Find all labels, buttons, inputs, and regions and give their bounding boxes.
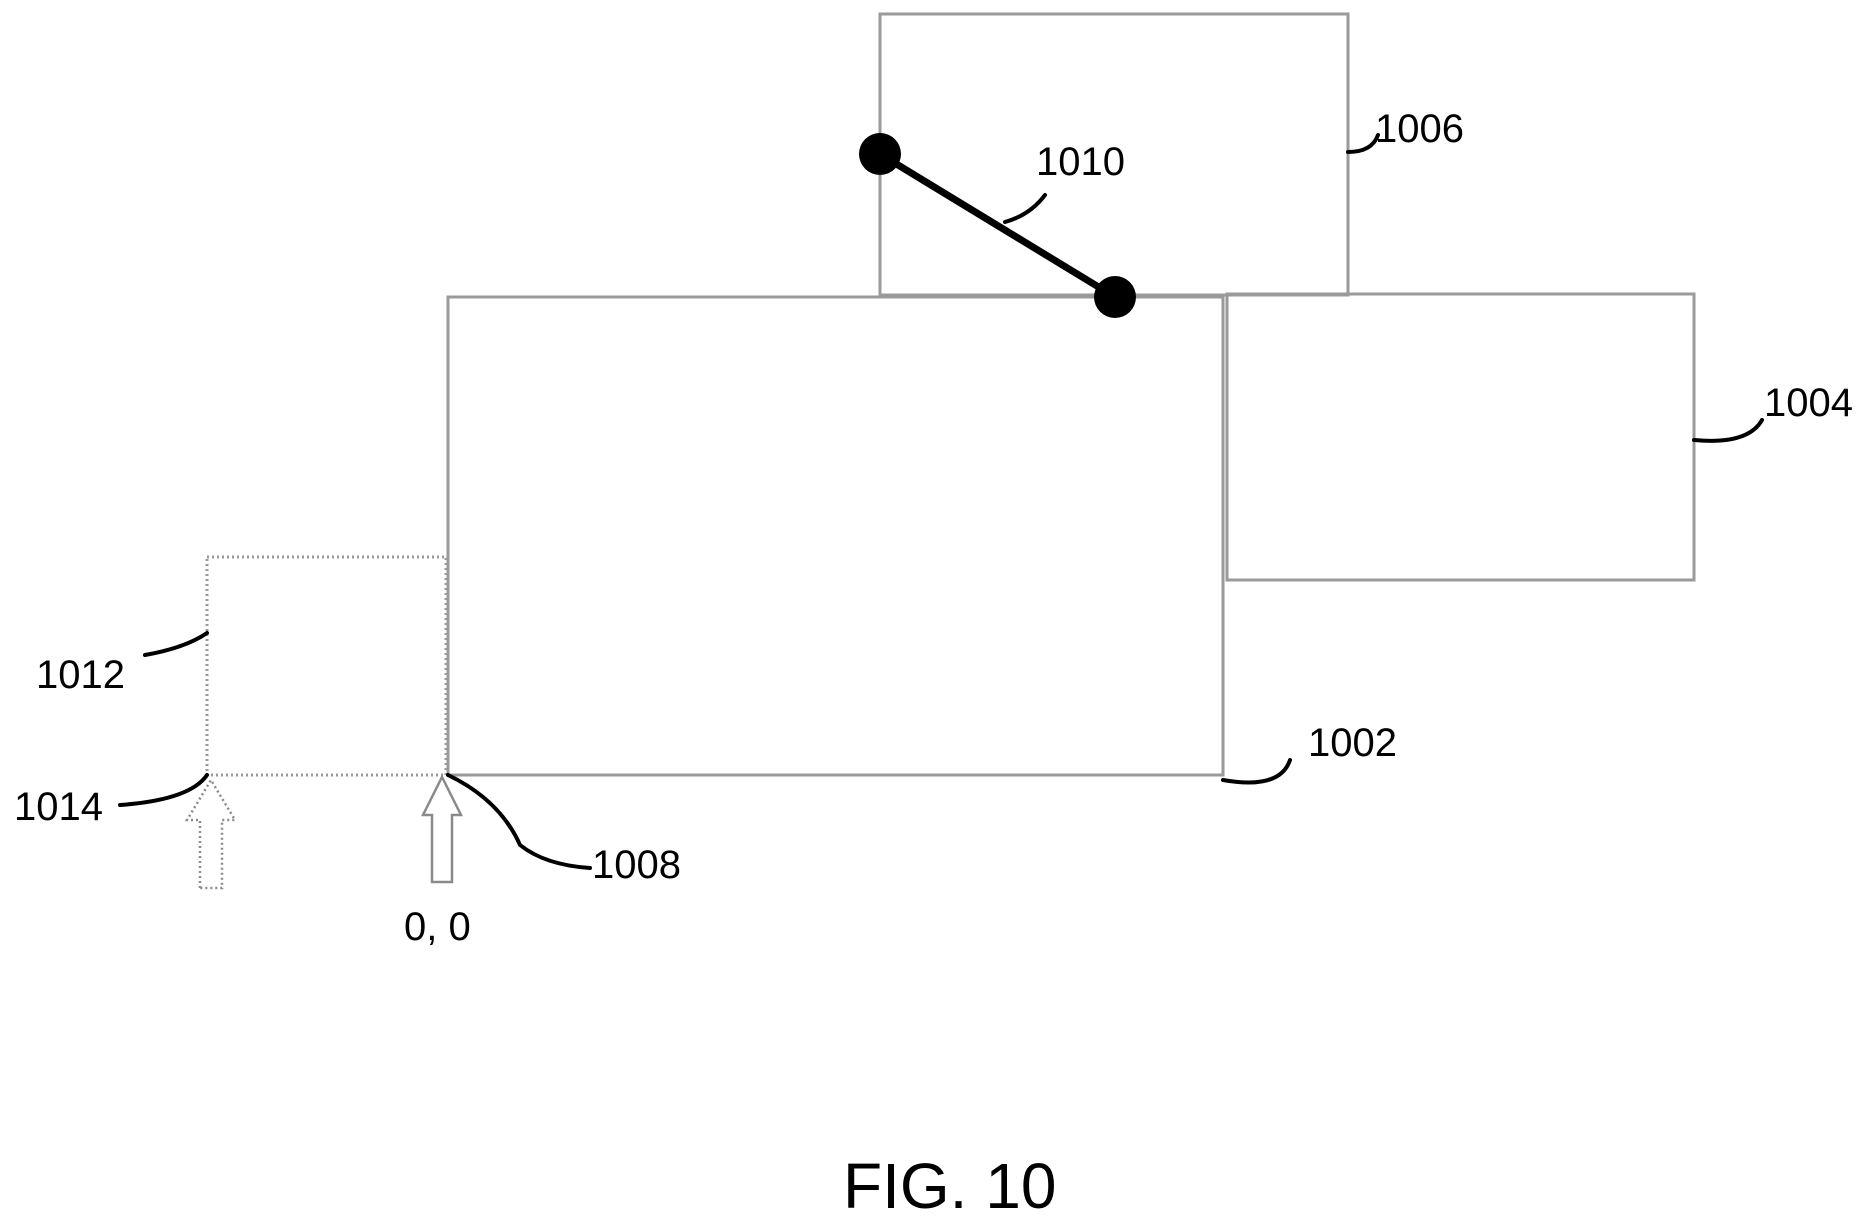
leader-left-region: [145, 633, 207, 655]
label-top-region: 1006: [1375, 107, 1464, 151]
label-left-region: 1012: [36, 653, 125, 697]
main-region-box: [448, 297, 1223, 775]
leader-top-region: [1348, 135, 1378, 152]
connector-endpoint-top: [859, 133, 901, 175]
label-left-point: 1014: [14, 785, 103, 829]
leader-main-region: [1223, 760, 1290, 783]
label-connector: 1010: [1036, 140, 1125, 184]
leader-connector: [1005, 195, 1045, 222]
leader-right-region: [1694, 420, 1762, 441]
figure-caption: FIG. 10: [843, 1150, 1056, 1222]
right-region-box: [1227, 294, 1694, 580]
label-origin-point: 1008: [592, 843, 681, 887]
origin-up-arrow-icon: [423, 777, 461, 882]
label-main-region: 1002: [1308, 721, 1397, 765]
connector-endpoint-bottom: [1094, 276, 1136, 318]
label-right-region: 1004: [1764, 381, 1853, 425]
left-region-box: [207, 557, 446, 775]
leader-origin-point: [448, 775, 590, 868]
origin-coordinates: 0, 0: [404, 905, 471, 949]
left-point-up-arrow-icon: [187, 780, 235, 888]
leader-left-point: [120, 775, 207, 805]
